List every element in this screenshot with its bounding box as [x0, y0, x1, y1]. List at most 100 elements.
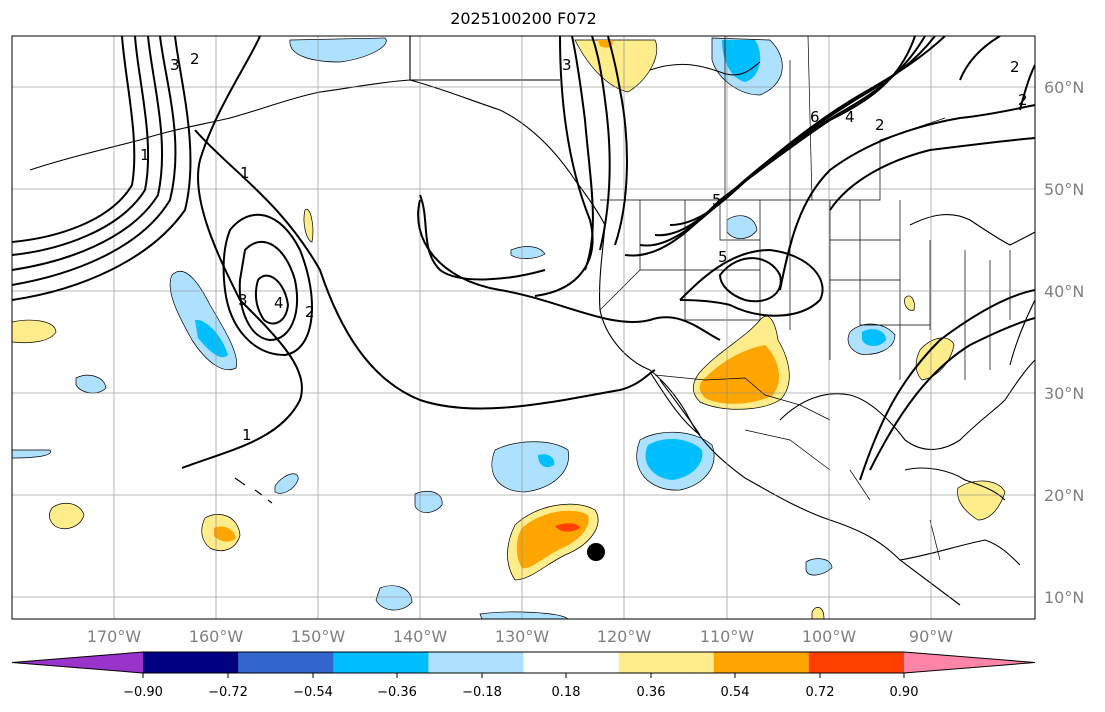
lon-label: 130°W [495, 627, 550, 646]
hudson-bay [649, 61, 761, 76]
colorbar-tick-label: 0.18 [552, 685, 581, 700]
contour-low-5-inner [718, 257, 782, 303]
us-states-central [789, 200, 1011, 380]
lon-label: 100°W [802, 627, 857, 646]
baja-coast [649, 371, 701, 436]
contour-label: 1 [242, 426, 252, 444]
colorbar-segment [428, 652, 524, 673]
lon-label: 170°W [87, 627, 142, 646]
anomaly-neg-pacific-1-core [538, 454, 555, 468]
anomaly-neg-texas-core [862, 329, 886, 346]
contour-ridge-5 [607, 36, 628, 246]
anomaly-neg-aleutian-core [195, 319, 228, 358]
west-coast-na [599, 224, 961, 606]
contour-label: 4 [274, 294, 284, 312]
colorbar-segment [333, 652, 429, 673]
latitude-labels: 60°N 50°N 40°N 30°N 20°N 10°N [1044, 78, 1084, 607]
colorbar-tick-label: 0.90 [890, 685, 919, 700]
contour-w-3 [12, 36, 164, 271]
colorbar-tick-label: 0.36 [637, 685, 666, 700]
contour-low-4 [255, 274, 290, 325]
hawaii-islands [234, 477, 273, 504]
colorbar-tick-label: 0.72 [806, 685, 835, 700]
colorbar-tick-label: −0.36 [377, 685, 417, 700]
contour-ne-2 [1019, 64, 1035, 111]
anomaly-neg-small-7 [726, 215, 758, 239]
colorbar-tick-label: −0.54 [293, 685, 333, 700]
north-coast [409, 36, 560, 81]
anomaly-neg-pacific-1 [491, 441, 569, 493]
contour-label: 3 [170, 56, 180, 74]
map-title: 2025100200 F072 [450, 9, 597, 28]
lat-label: 30°N [1044, 384, 1084, 403]
contour-label: 1 [240, 164, 250, 182]
contour-label: 5 [718, 248, 728, 266]
contour-low-2 [222, 213, 313, 357]
lon-label: 160°W [189, 627, 244, 646]
contour-label: 2 [1010, 58, 1020, 76]
contour-w-2 [12, 36, 177, 286]
contour-label: 5 [712, 191, 722, 209]
gridlines [12, 36, 1035, 619]
colorbar-segment [808, 652, 905, 673]
colorbar-segment [713, 652, 810, 673]
anomaly-pos-hawaii-core [214, 526, 236, 542]
contour-w-1 [12, 36, 192, 301]
colorbar-tick-label: −0.18 [462, 685, 502, 700]
anomaly-neg-small-6 [510, 246, 546, 259]
anomaly-neg-small-3 [414, 491, 443, 513]
lon-label: 120°W [597, 627, 652, 646]
storm-center-dot [587, 543, 605, 561]
contour-east-trough-2 [869, 317, 1035, 471]
anomaly-pos-small-5 [811, 606, 825, 619]
contour-ridge-1 [417, 199, 721, 341]
contour-low-3 [238, 240, 299, 342]
contour-label: 2 [190, 50, 200, 68]
anomaly-pos-southwest-mid [699, 345, 780, 404]
contour-label: 1 [140, 146, 150, 164]
contour-label: 3 [562, 56, 572, 74]
contour-label: 2 [305, 303, 315, 321]
colorbar-segment [238, 652, 334, 673]
map-area: 1 1 2 3 4 2 3 5 5 2 4 6 2 3 2 1 [12, 36, 1035, 619]
colorbar-extend-low [12, 652, 143, 673]
contour-label: 2 [1018, 91, 1028, 109]
contour-ridge-4 [591, 36, 611, 251]
anomaly-pos-small-3 [303, 208, 314, 243]
anomaly-neg-baja-core [645, 438, 703, 480]
anomaly-neg-hudson-core [722, 40, 761, 82]
contour-ne-1 [959, 36, 1001, 81]
contour-east-trough [859, 289, 1035, 481]
colorbar-tick-label: −0.72 [208, 685, 248, 700]
gulf-coast [779, 359, 1035, 450]
contour-1-b [194, 129, 656, 410]
anomaly-neg-small-2 [375, 585, 413, 611]
contour-w-4 [12, 36, 150, 256]
colorbar [11, 651, 1036, 674]
lon-label: 150°W [291, 627, 346, 646]
contour-ridge-2 [534, 36, 594, 297]
us-mexico-border [654, 374, 831, 421]
lon-label: 110°W [700, 627, 755, 646]
canada-provinces [724, 36, 813, 201]
contour-label: 3 [238, 291, 248, 309]
anomaly-neg-small-4 [274, 473, 299, 494]
anomaly-pos-small-1 [48, 502, 85, 529]
great-lakes [909, 214, 1035, 246]
contours [12, 36, 1035, 481]
lat-label: 60°N [1044, 78, 1084, 97]
colorbar-tick-label: 0.54 [721, 685, 750, 700]
lat-label: 50°N [1044, 180, 1084, 199]
colorbar-tick-label: −0.90 [123, 685, 163, 700]
contour-east-3 [829, 137, 1035, 211]
colorbar-segment [523, 652, 620, 673]
anomaly-pos-small-2 [12, 319, 57, 344]
contour-ridge-3 [571, 36, 594, 271]
contour-w-5 [12, 36, 136, 243]
yucatan [904, 467, 1006, 501]
contour-trough-d [669, 36, 946, 226]
lon-label: 140°W [393, 627, 448, 646]
central-america [899, 539, 1021, 566]
lat-label: 10°N [1044, 588, 1084, 607]
anomaly-neg-small-1 [75, 374, 107, 394]
